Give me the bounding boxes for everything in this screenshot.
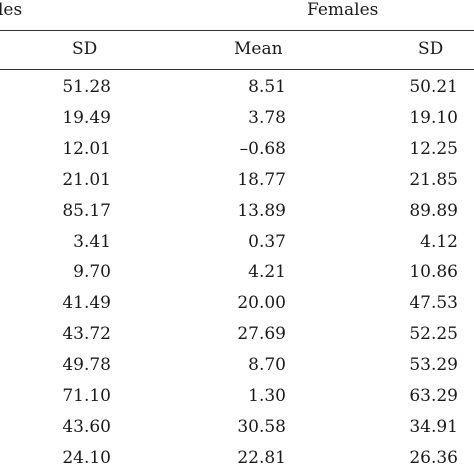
cell-sd-females: 4.12 bbox=[420, 231, 458, 252]
cell-sd-males: 49.78 bbox=[62, 355, 111, 376]
cell-sd-females: 63.29 bbox=[409, 386, 458, 406]
cell-sd-females: 34.91 bbox=[409, 416, 458, 437]
cell-sd-males: 43.72 bbox=[62, 324, 111, 345]
cell-sd-females: 89.89 bbox=[409, 200, 458, 221]
cell-mean-females: 4.21 bbox=[248, 262, 286, 283]
cell-sd-males: 12.01 bbox=[62, 138, 111, 159]
cell-sd-males: 85.17 bbox=[62, 200, 111, 221]
cell-sd-females: 12.25 bbox=[409, 138, 458, 159]
cell-sd-males: 51.28 bbox=[62, 77, 111, 97]
cell-mean-females: 8.70 bbox=[248, 355, 286, 376]
cell-sd-males: 71.10 bbox=[62, 386, 111, 406]
cell-sd-females: 21.85 bbox=[409, 169, 458, 190]
cell-sd-females: 53.29 bbox=[409, 355, 458, 376]
cell-sd-males: 43.60 bbox=[62, 416, 111, 437]
cell-sd-males: 24.10 bbox=[62, 447, 111, 468]
cell-sd-females: 47.53 bbox=[409, 293, 458, 314]
cell-sd-males: 3.41 bbox=[73, 231, 111, 252]
cell-sd-females: 10.86 bbox=[409, 262, 458, 283]
cell-mean-females: 22.81 bbox=[237, 447, 286, 468]
cell-sd-males: 21.01 bbox=[62, 169, 111, 190]
cell-sd-females: 52.25 bbox=[409, 324, 458, 345]
cell-sd-females: 19.10 bbox=[409, 107, 458, 128]
header-rule-bottom bbox=[0, 69, 474, 70]
cell-sd-males: 41.49 bbox=[62, 293, 111, 314]
group-header-females: Females bbox=[307, 0, 379, 20]
cell-sd-males: 19.49 bbox=[62, 107, 111, 128]
cell-mean-females: –0.68 bbox=[239, 138, 286, 159]
cell-mean-females: 1.30 bbox=[248, 386, 286, 406]
cell-sd-females: 50.21 bbox=[409, 77, 458, 97]
cell-mean-females: 8.51 bbox=[248, 77, 286, 97]
cell-sd-males: 9.70 bbox=[73, 262, 111, 283]
cell-mean-females: 27.69 bbox=[237, 324, 286, 345]
header-rule-top bbox=[0, 30, 474, 31]
group-header-males: les bbox=[0, 0, 23, 20]
cell-sd-females: 26.36 bbox=[409, 447, 458, 468]
cell-mean-females: 18.77 bbox=[237, 169, 286, 190]
cell-mean-females: 13.89 bbox=[237, 200, 286, 221]
cell-mean-females: 20.00 bbox=[237, 293, 286, 314]
column-header-sd-males: SD bbox=[72, 39, 98, 59]
cell-mean-females: 0.37 bbox=[248, 231, 286, 252]
cell-mean-females: 3.78 bbox=[248, 107, 286, 128]
cell-mean-females: 30.58 bbox=[237, 416, 286, 437]
column-header-mean-females: Mean bbox=[234, 39, 283, 59]
column-header-sd-females: SD bbox=[418, 39, 444, 59]
